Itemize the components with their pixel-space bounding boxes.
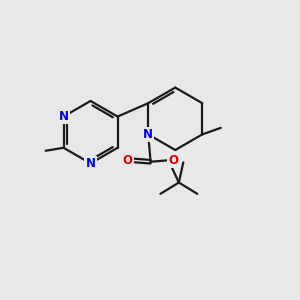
Text: N: N	[85, 157, 96, 170]
Text: N: N	[143, 128, 153, 141]
Text: O: O	[122, 154, 132, 167]
Text: O: O	[168, 154, 178, 167]
Text: N: N	[58, 110, 68, 123]
